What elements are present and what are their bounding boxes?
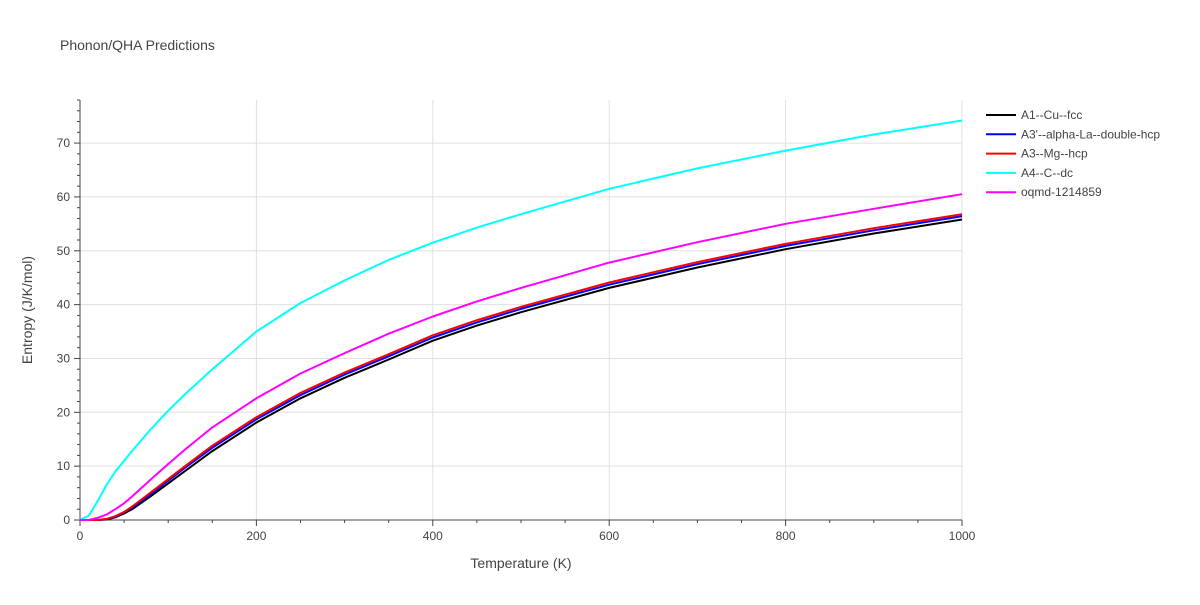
legend-label: A1--Cu--fcc (1021, 108, 1082, 122)
x-tick-label: 1000 (949, 529, 976, 543)
series-line-2 (80, 213, 963, 521)
x-tick-label: 400 (423, 529, 443, 543)
grid-lines (80, 100, 963, 520)
legend-item[interactable]: A3--Mg--hcp (986, 147, 1088, 161)
legend-item[interactable]: A4--C--dc (986, 166, 1073, 180)
legend-item[interactable]: A1--Cu--fcc (986, 108, 1082, 122)
legend-label: A4--C--dc (1021, 166, 1073, 180)
y-tick-label: 60 (57, 190, 71, 204)
legend-item[interactable]: A3'--alpha-La--double-hcp (986, 127, 1160, 141)
x-tick-label: 600 (599, 529, 619, 543)
legend-label: A3--Mg--hcp (1021, 147, 1088, 161)
y-tick-label: 50 (57, 244, 71, 258)
x-tick-label: 200 (246, 529, 266, 543)
y-tick-label: 70 (57, 136, 71, 150)
x-tick-label: 800 (776, 529, 796, 543)
x-tick-label: 0 (77, 529, 84, 543)
legend-label: A3'--alpha-La--double-hcp (1021, 127, 1160, 141)
legend-item[interactable]: oqmd-1214859 (986, 185, 1102, 199)
y-tick-label: 10 (57, 459, 71, 473)
legend-label: oqmd-1214859 (1021, 185, 1102, 199)
y-tick-label: 30 (57, 351, 71, 365)
x-axis-label: Temperature (K) (470, 555, 571, 571)
series-line-4 (80, 193, 963, 521)
legend[interactable]: A1--Cu--fcc A3'--alpha-La--double-hcp A3--… (986, 108, 1160, 199)
series-line-3 (79, 119, 963, 521)
y-tick-label: 40 (57, 298, 71, 312)
y-tick-label: 20 (57, 405, 71, 419)
chart-title: Phonon/QHA Predictions (60, 37, 215, 53)
axes: 0 200 400 600 800 1000 0 10 20 30 40 50 60 70 (57, 99, 976, 543)
series-lines (79, 119, 963, 521)
y-tick-label: 0 (63, 513, 70, 527)
y-axis-label: Entropy (J/K/mol) (19, 256, 35, 364)
